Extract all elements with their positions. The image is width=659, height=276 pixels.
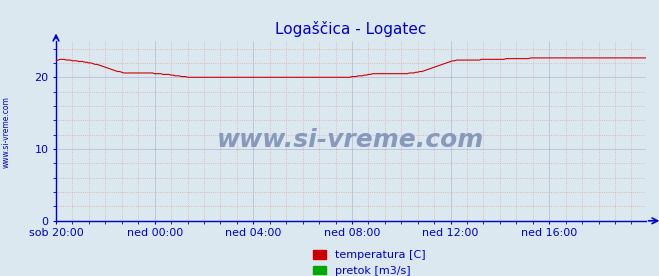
Text: www.si-vreme.com: www.si-vreme.com [217,128,484,152]
Title: Logaščica - Logatec: Logaščica - Logatec [275,22,426,38]
Text: www.si-vreme.com: www.si-vreme.com [2,97,11,168]
Legend: temperatura [C], pretok [m3/s]: temperatura [C], pretok [m3/s] [312,250,426,276]
